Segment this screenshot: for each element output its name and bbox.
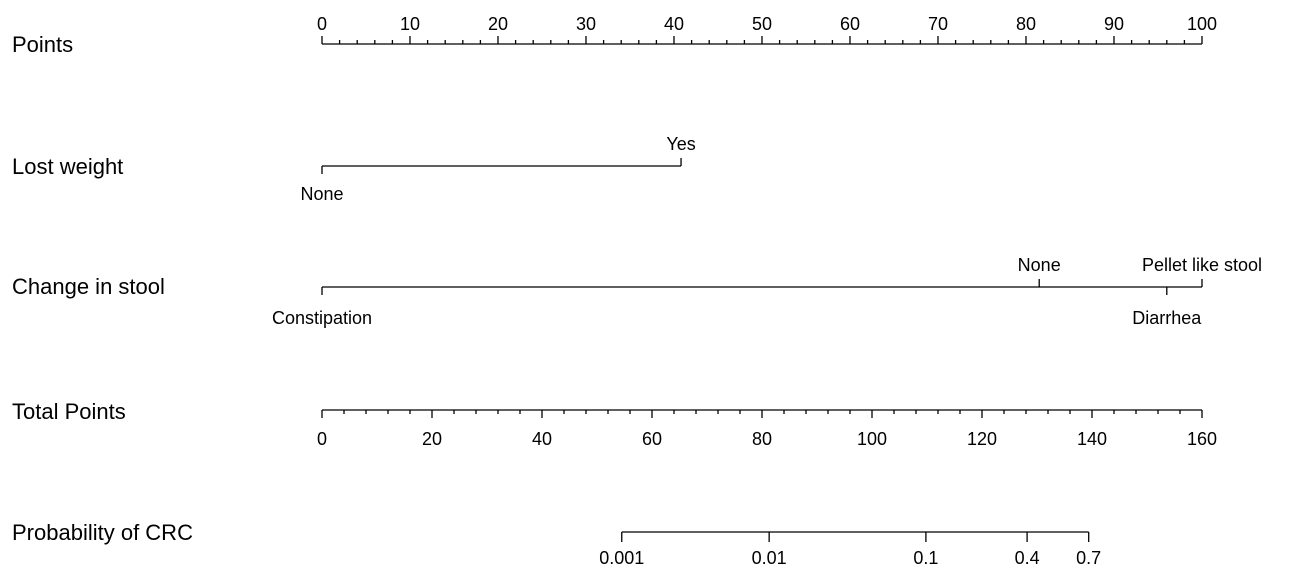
total-points-scale: 0 20 40 60 80 100 120 140 160 (317, 409, 1217, 449)
total_points-tick-label: 20 (422, 429, 442, 449)
lost_weight-level-label: Yes (666, 134, 695, 154)
points-tick-label: 70 (928, 14, 948, 34)
probability-tick-label: 0.1 (913, 548, 938, 568)
points-tick-label: 50 (752, 14, 772, 34)
points-tick-label: 0 (317, 14, 327, 34)
change_in_stool-level-label: Diarrhea (1132, 308, 1202, 328)
points-tick-label: 80 (1016, 14, 1036, 34)
row-label-change-in-stool: Change in stool (12, 274, 165, 299)
points-scale: 0 10 20 30 40 50 60 70 80 90 100 (317, 14, 1217, 45)
probability-tick-label: 0.4 (1015, 548, 1040, 568)
change-in-stool-scale: Constipation None Diarrhea Pellet like stoo… (272, 255, 1262, 328)
row-label-total-points: Total Points (12, 399, 126, 424)
points-tick-label: 30 (576, 14, 596, 34)
points-tick-label: 40 (664, 14, 684, 34)
probability-tick-label: 0.7 (1076, 548, 1101, 568)
probability-tick-label: 0.01 (752, 548, 787, 568)
points-tick-label: 90 (1104, 14, 1124, 34)
total_points-tick-label: 0 (317, 429, 327, 449)
change_in_stool-level-label: None (1018, 255, 1061, 275)
total_points-tick-label: 120 (967, 429, 997, 449)
change_in_stool-level-label: Pellet like stool (1142, 255, 1262, 275)
probability-tick-label: 0.001 (599, 548, 644, 568)
total_points-tick-label: 160 (1187, 429, 1217, 449)
lost-weight-scale: None Yes (300, 134, 695, 204)
row-label-points: Points (12, 32, 73, 57)
total_points-tick-label: 140 (1077, 429, 1107, 449)
points-tick-label: 100 (1187, 14, 1217, 34)
points-tick-label: 60 (840, 14, 860, 34)
total_points-tick-label: 60 (642, 429, 662, 449)
points-tick-label: 20 (488, 14, 508, 34)
points-tick-label: 10 (400, 14, 420, 34)
change_in_stool-level-label: Constipation (272, 308, 372, 328)
probability-of-crc-scale: 0.001 0.01 0.1 0.4 0.7 (599, 531, 1101, 568)
row-label-lost-weight: Lost weight (12, 154, 123, 179)
total_points-tick-label: 40 (532, 429, 552, 449)
total_points-tick-label: 100 (857, 429, 887, 449)
lost_weight-level-label: None (300, 184, 343, 204)
total_points-tick-label: 80 (752, 429, 772, 449)
row-label-probability-of-crc: Probability of CRC (12, 520, 193, 545)
